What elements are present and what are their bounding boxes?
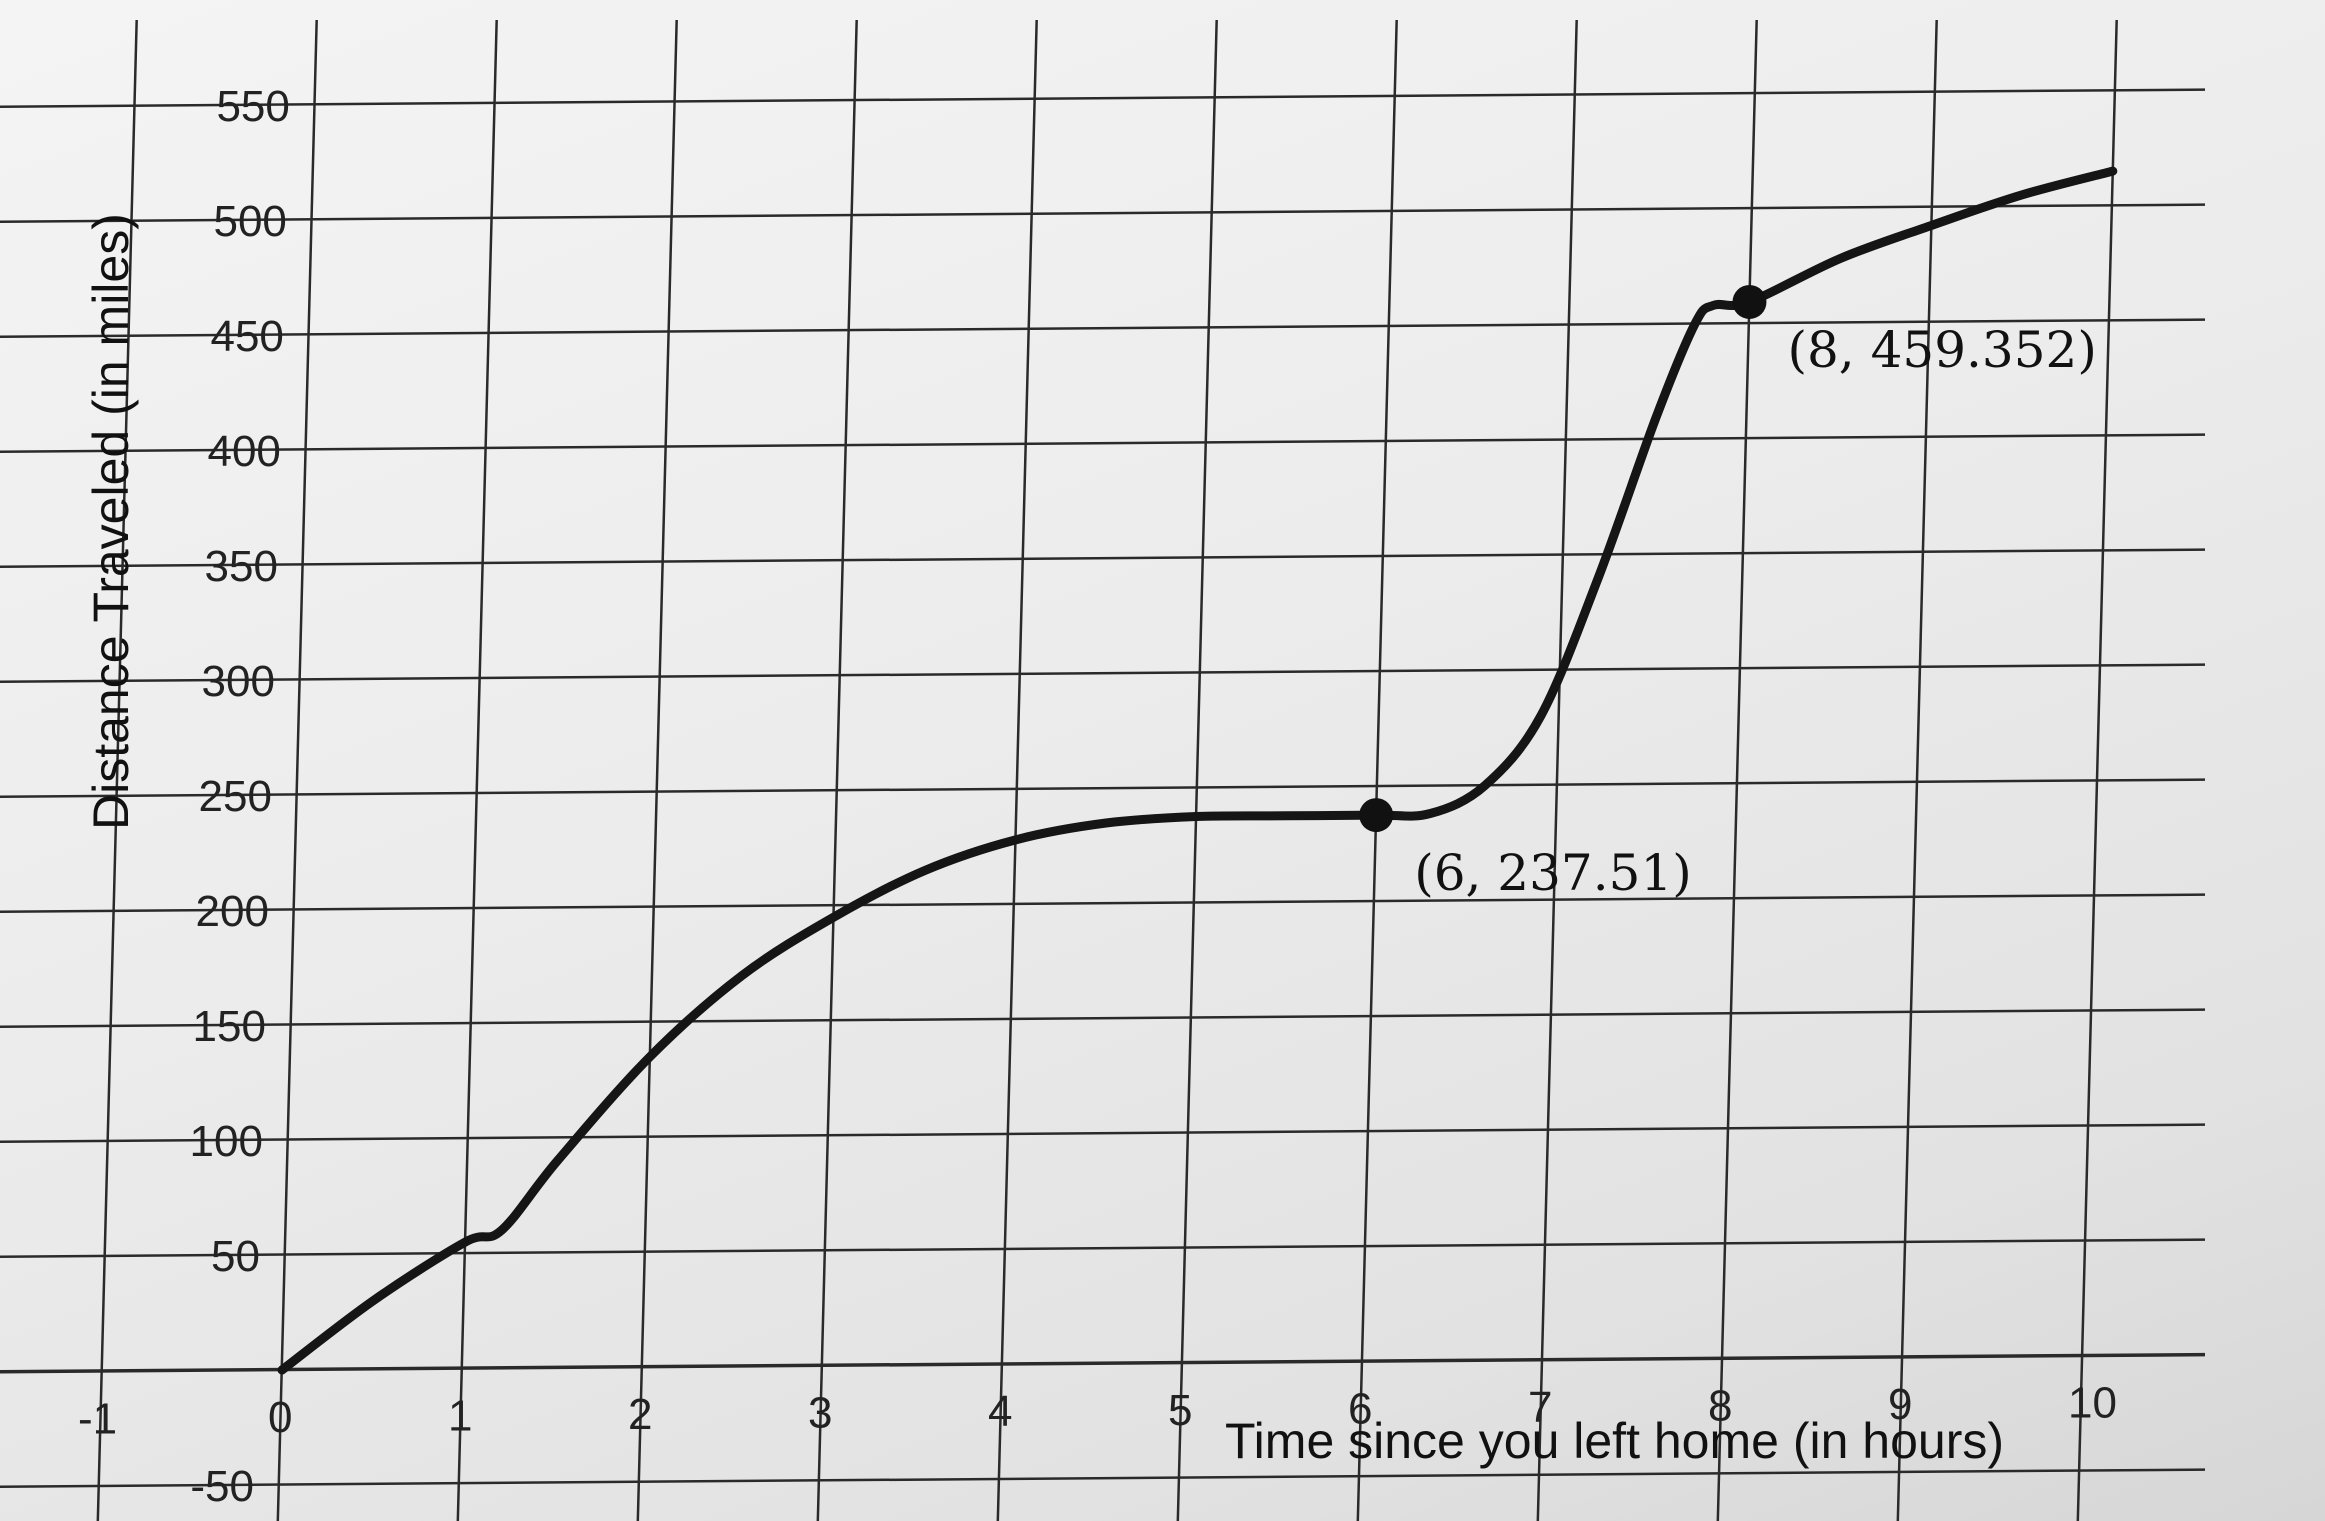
gridline-x	[2076, 19, 2118, 1521]
x-tick-label: -1	[78, 1394, 117, 1443]
gridline-y	[0, 88, 2206, 108]
x-tick-label: 0	[268, 1393, 292, 1442]
y-tick-label: 250	[199, 772, 272, 821]
y-tick-label: 350	[205, 542, 278, 591]
gridline-x	[816, 19, 858, 1521]
x-tick-labels: -1 0 1 2 3 4 5 6 7 8 9 10	[78, 1379, 2117, 1444]
x-tick-label: 1	[448, 1392, 472, 1441]
gridline-x	[1896, 19, 1938, 1521]
gridline-x	[636, 19, 678, 1521]
y-tick-labels: -50 50 100 150 200 250 300 350 400 450 500 550	[190, 82, 290, 1511]
gridline-x	[276, 19, 318, 1521]
gridline-x	[1356, 19, 1398, 1521]
y-tick-label: 50	[211, 1232, 260, 1281]
gridline-x	[456, 19, 498, 1521]
y-axis-label: Distance Traveled (in miles)	[83, 213, 139, 830]
gridline-x	[996, 19, 1038, 1521]
x-tick-label: 8	[1708, 1381, 1732, 1430]
gridline-x	[1716, 19, 1758, 1521]
point-label: (6, 237.51)	[1414, 844, 1692, 902]
y-tick-label: 100	[190, 1117, 263, 1166]
gridline-y	[0, 433, 2206, 453]
gridline-y	[0, 318, 2206, 338]
x-tick-label: 9	[1888, 1380, 1912, 1429]
y-tick-label: 300	[202, 657, 275, 706]
gridline-y	[0, 1123, 2206, 1143]
gridline-y	[0, 548, 2206, 568]
x-tick-label: 10	[2068, 1379, 2117, 1428]
y-tick-label: 150	[193, 1002, 266, 1051]
gridline-y	[0, 778, 2206, 798]
gridline-y	[0, 203, 2206, 223]
x-tick-label: 5	[1168, 1386, 1192, 1435]
x-tick-label: 7	[1528, 1383, 1552, 1432]
gridline-x	[96, 19, 138, 1521]
point-marker	[1732, 284, 1767, 319]
point-label: (8, 459.352)	[1787, 321, 2096, 379]
x-axis-label: Time since you left home (in hours)	[1225, 1413, 2004, 1469]
gridline-x	[1176, 19, 1218, 1521]
y-tick-label: 450	[210, 312, 283, 361]
gridline-y	[0, 1468, 2206, 1488]
y-tick-label: 200	[196, 887, 269, 936]
gridline-y	[0, 663, 2206, 683]
y-tick-label: 500	[213, 197, 286, 246]
horizontal-gridlines	[0, 88, 2206, 1488]
labeled-points: (6, 237.51) (8, 459.352)	[1359, 284, 2097, 902]
gridline-x	[1536, 19, 1578, 1521]
gridline-y	[0, 1238, 2206, 1258]
y-tick-label: 550	[216, 82, 289, 131]
x-tick-label: 4	[988, 1387, 1012, 1436]
vertical-gridlines	[96, 19, 2118, 1521]
point-marker	[1359, 798, 1394, 833]
gridline-y	[0, 1352, 2206, 1374]
x-tick-label: 2	[628, 1390, 652, 1439]
gridline-y	[0, 1008, 2206, 1028]
gridline-y	[0, 893, 2206, 913]
x-tick-label: 3	[808, 1389, 832, 1438]
y-tick-label: -50	[190, 1462, 254, 1511]
y-tick-label: 400	[207, 427, 280, 476]
x-tick-label: 6	[1348, 1384, 1372, 1433]
